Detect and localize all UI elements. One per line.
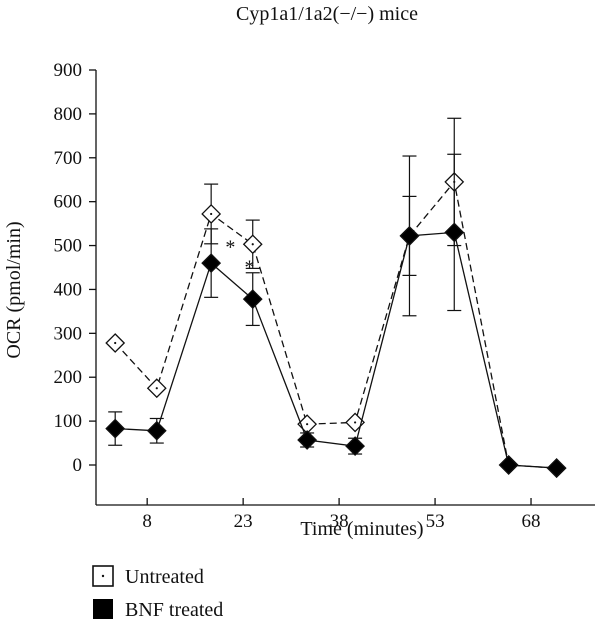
filled-diamond-marker <box>444 222 465 243</box>
y-tick-label: 200 <box>54 367 83 388</box>
x-tick-label: 8 <box>142 511 152 532</box>
x-tick-label: 23 <box>234 511 253 532</box>
marker-center-dot <box>306 423 309 426</box>
significance-asterisk: * <box>225 237 235 259</box>
y-tick-label: 900 <box>54 60 83 81</box>
y-axis: 0 100 200 300 400 500 600 700 800 900 <box>54 60 97 505</box>
significance-asterisk: * <box>245 256 255 278</box>
series-line <box>115 231 557 469</box>
marker-center-dot <box>353 421 357 424</box>
y-tick-label: 500 <box>54 236 83 257</box>
filled-diamond-marker <box>146 420 167 441</box>
series-untreated <box>105 117 567 478</box>
legend-label-bnf-treated: BNF treated <box>125 599 223 621</box>
filled-diamond-marker <box>105 418 126 439</box>
chart-title: Cyp1a1/1a2(−/−) mice <box>236 3 418 25</box>
filled-diamond-marker <box>345 436 366 457</box>
x-tick-label: 68 <box>522 511 541 532</box>
y-tick-label: 100 <box>54 411 83 432</box>
y-tick-label: 800 <box>54 104 83 125</box>
filled-diamond-marker <box>399 225 420 246</box>
x-tick-label: 38 <box>330 511 349 532</box>
y-tick-label: 700 <box>54 148 83 169</box>
legend-label-untreated: Untreated <box>125 566 204 588</box>
filled-diamond-marker <box>297 430 318 450</box>
filled-diamond-marker <box>201 253 222 274</box>
filled-diamond-marker <box>498 455 519 475</box>
legend-item-untreated: Untreated <box>92 565 204 588</box>
x-tick-label: 53 <box>426 511 445 532</box>
marker-center-dot <box>251 243 254 246</box>
legend-item-bnf-treated: BNF treated <box>93 599 223 621</box>
y-tick-label: 600 <box>54 192 83 213</box>
marker-center-dot <box>114 341 117 345</box>
marker-center-dot <box>210 212 213 216</box>
x-axis-label: Time (minutes) <box>300 518 423 540</box>
y-tick-label: 400 <box>54 279 83 300</box>
legend: Untreated BNF treated <box>92 565 223 621</box>
legend-center-dot <box>101 574 105 578</box>
series-line <box>114 180 557 469</box>
filled-diamond-marker <box>546 458 567 478</box>
y-tick-label: 300 <box>54 323 83 344</box>
marker-center-dot <box>155 387 158 390</box>
y-tick-label: 0 <box>73 455 83 476</box>
filled-diamond-marker <box>242 289 263 310</box>
series-bnf-treated <box>105 153 567 478</box>
x-axis: 8 23 38 53 68 <box>96 498 595 532</box>
y-axis-label: OCR (pmol/min) <box>3 221 25 358</box>
plot-area <box>105 117 567 478</box>
significance-annotations: ** <box>225 237 254 279</box>
legend-filled-square-icon <box>93 599 113 619</box>
